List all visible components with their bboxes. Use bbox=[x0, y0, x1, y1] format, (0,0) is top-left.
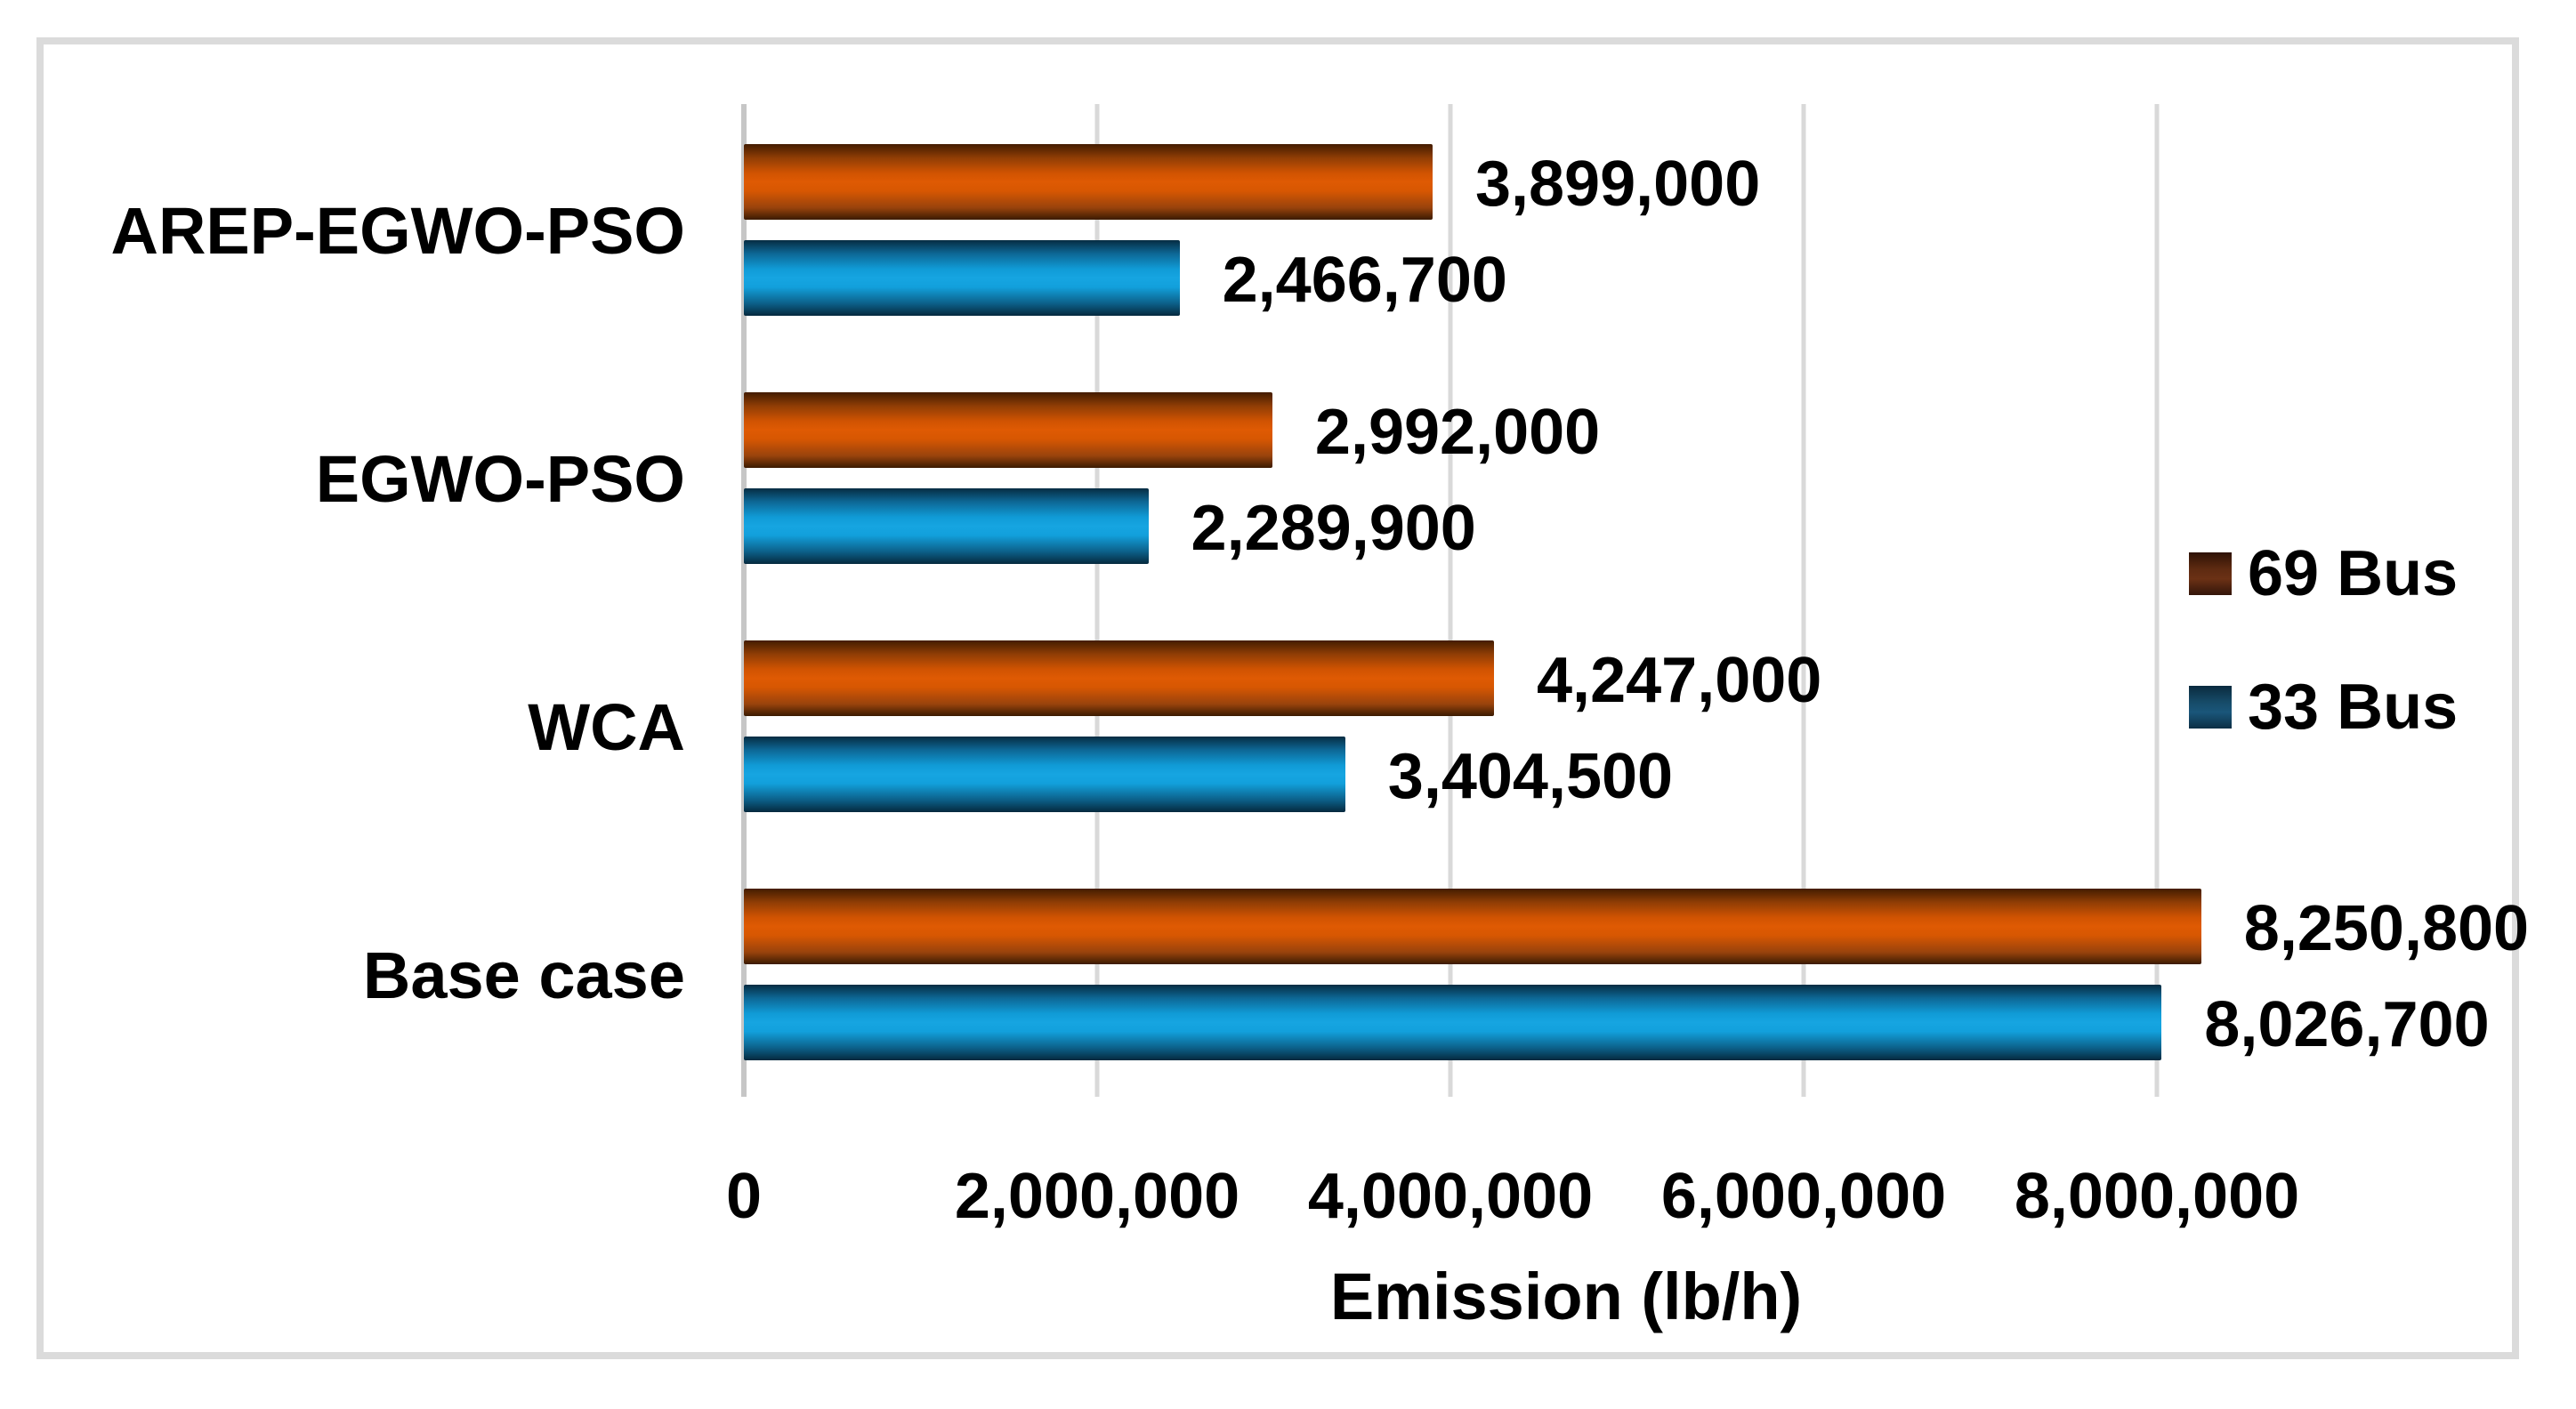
category-label-wca: WCA bbox=[528, 689, 685, 764]
category-label-egwo-pso: EGWO-PSO bbox=[315, 441, 685, 516]
category-label-base-case: Base case bbox=[362, 938, 685, 1012]
legend-label-33-bus: 33 Bus bbox=[2248, 672, 2459, 743]
bar-69-bus-base-case bbox=[744, 889, 2201, 964]
plot-area: 3,899,000 2,466,700 2,992,000 2,289,900 4,24… bbox=[741, 104, 2529, 1097]
data-label-69-bus-arep-egwo-pso: 3,899,000 bbox=[1474, 148, 1761, 220]
legend-entry-69-bus: 69 Bus bbox=[2189, 534, 2458, 614]
gridline-8000000 bbox=[2154, 104, 2160, 1097]
data-label-33-bus-arep-egwo-pso: 2,466,700 bbox=[1222, 244, 1507, 316]
bar-69-bus-arep-egwo-pso bbox=[744, 144, 1433, 220]
legend-swatch-33-bus bbox=[2189, 686, 2232, 729]
legend-entry-33-bus: 33 Bus bbox=[2189, 667, 2458, 747]
legend-label-69-bus: 69 Bus bbox=[2248, 538, 2459, 609]
legend-swatch-69-bus bbox=[2189, 552, 2232, 595]
gridline-4000000 bbox=[1448, 104, 1453, 1097]
tick-label-4000000: 4,000,000 bbox=[1307, 1161, 1594, 1232]
bar-33-bus-base-case bbox=[744, 985, 2162, 1060]
tick-label-6000000: 6,000,000 bbox=[1660, 1161, 1947, 1232]
x-axis-title: Emission (lb/h) bbox=[1329, 1260, 1803, 1333]
data-label-69-bus-egwo-pso: 2,992,000 bbox=[1314, 396, 1601, 468]
bar-33-bus-wca bbox=[744, 737, 1345, 812]
gridline-6000000 bbox=[1801, 104, 1806, 1097]
gridline-2000000 bbox=[1094, 104, 1100, 1097]
bar-69-bus-wca bbox=[744, 640, 1495, 716]
tick-label-0: 0 bbox=[725, 1161, 763, 1232]
data-label-69-bus-wca: 4,247,000 bbox=[1537, 644, 1822, 716]
data-label-33-bus-wca: 3,404,500 bbox=[1387, 740, 1674, 812]
category-label-arep-egwo-pso: AREP-EGWO-PSO bbox=[110, 193, 685, 268]
bar-33-bus-egwo-pso bbox=[744, 488, 1149, 564]
bar-69-bus-egwo-pso bbox=[744, 392, 1272, 468]
data-label-69-bus-base-case: 8,250,800 bbox=[2243, 892, 2530, 964]
tick-label-8000000: 8,000,000 bbox=[2014, 1161, 2300, 1232]
data-label-33-bus-egwo-pso: 2,289,900 bbox=[1191, 492, 1476, 564]
data-label-33-bus-base-case: 8,026,700 bbox=[2204, 988, 2490, 1060]
tick-label-2000000: 2,000,000 bbox=[954, 1161, 1240, 1232]
bar-33-bus-arep-egwo-pso bbox=[744, 240, 1180, 316]
category-axis-line bbox=[741, 104, 747, 1097]
